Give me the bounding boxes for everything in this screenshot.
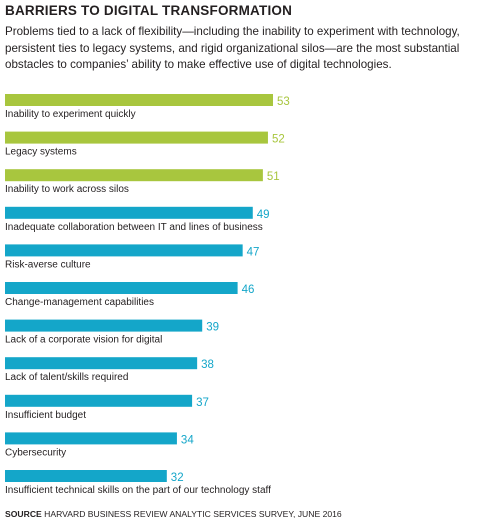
source-label: SOURCE <box>5 509 42 519</box>
category-label-1: Inability to experiment quickly <box>5 109 136 120</box>
bar-8 <box>5 357 198 370</box>
value-label-2: 52 <box>272 134 285 146</box>
category-label-8: Lack of talent/skills required <box>5 372 128 383</box>
category-label-3: Inability to work across silos <box>5 184 129 195</box>
source-note: SOURCE HARVARD BUSINESS REVIEW ANALYTIC … <box>5 509 342 519</box>
value-label-8: 38 <box>201 359 214 371</box>
category-label-7: Lack of a corporate vision for digital <box>5 335 162 346</box>
bar-6 <box>5 282 238 294</box>
value-label-4: 49 <box>257 209 270 221</box>
bar-5 <box>5 244 243 257</box>
bar-chart: 53 Inability to experiment quickly 52 Legac… <box>5 94 290 496</box>
category-label-2: Legacy systems <box>5 147 77 158</box>
category-label-6: Change-management capabilities <box>5 297 154 308</box>
value-label-10: 34 <box>181 434 194 446</box>
category-label-9: Insufficient budget <box>5 410 86 421</box>
bar-11 <box>5 470 167 482</box>
bar-10 <box>5 432 177 445</box>
category-label-5: Risk-averse culture <box>5 259 91 270</box>
category-label-10: Cybersecurity <box>5 447 66 458</box>
category-label-4: Inadequate collaboration between IT and … <box>5 222 263 233</box>
source-text: HARVARD BUSINESS REVIEW ANALYTIC SERVICE… <box>44 509 342 519</box>
bar-4 <box>5 206 253 219</box>
bar-9 <box>5 394 193 407</box>
value-label-9: 37 <box>196 397 209 409</box>
bar-3 <box>5 169 263 182</box>
bar-1 <box>5 94 273 106</box>
chart-title: BARRIERS TO DIGITAL TRANSFORMATION <box>5 3 293 18</box>
value-label-6: 46 <box>242 284 255 296</box>
bar-2 <box>5 131 268 144</box>
value-label-1: 53 <box>277 96 290 108</box>
chart-subtitle: Problems tied to a lack of flexibility—i… <box>5 25 460 71</box>
value-label-7: 39 <box>206 322 219 334</box>
value-label-5: 47 <box>247 246 260 258</box>
category-label-11: Insufficient technical skills on the par… <box>5 485 271 496</box>
value-label-3: 51 <box>267 171 280 183</box>
bar-7 <box>5 319 203 332</box>
value-label-11: 32 <box>171 472 184 484</box>
